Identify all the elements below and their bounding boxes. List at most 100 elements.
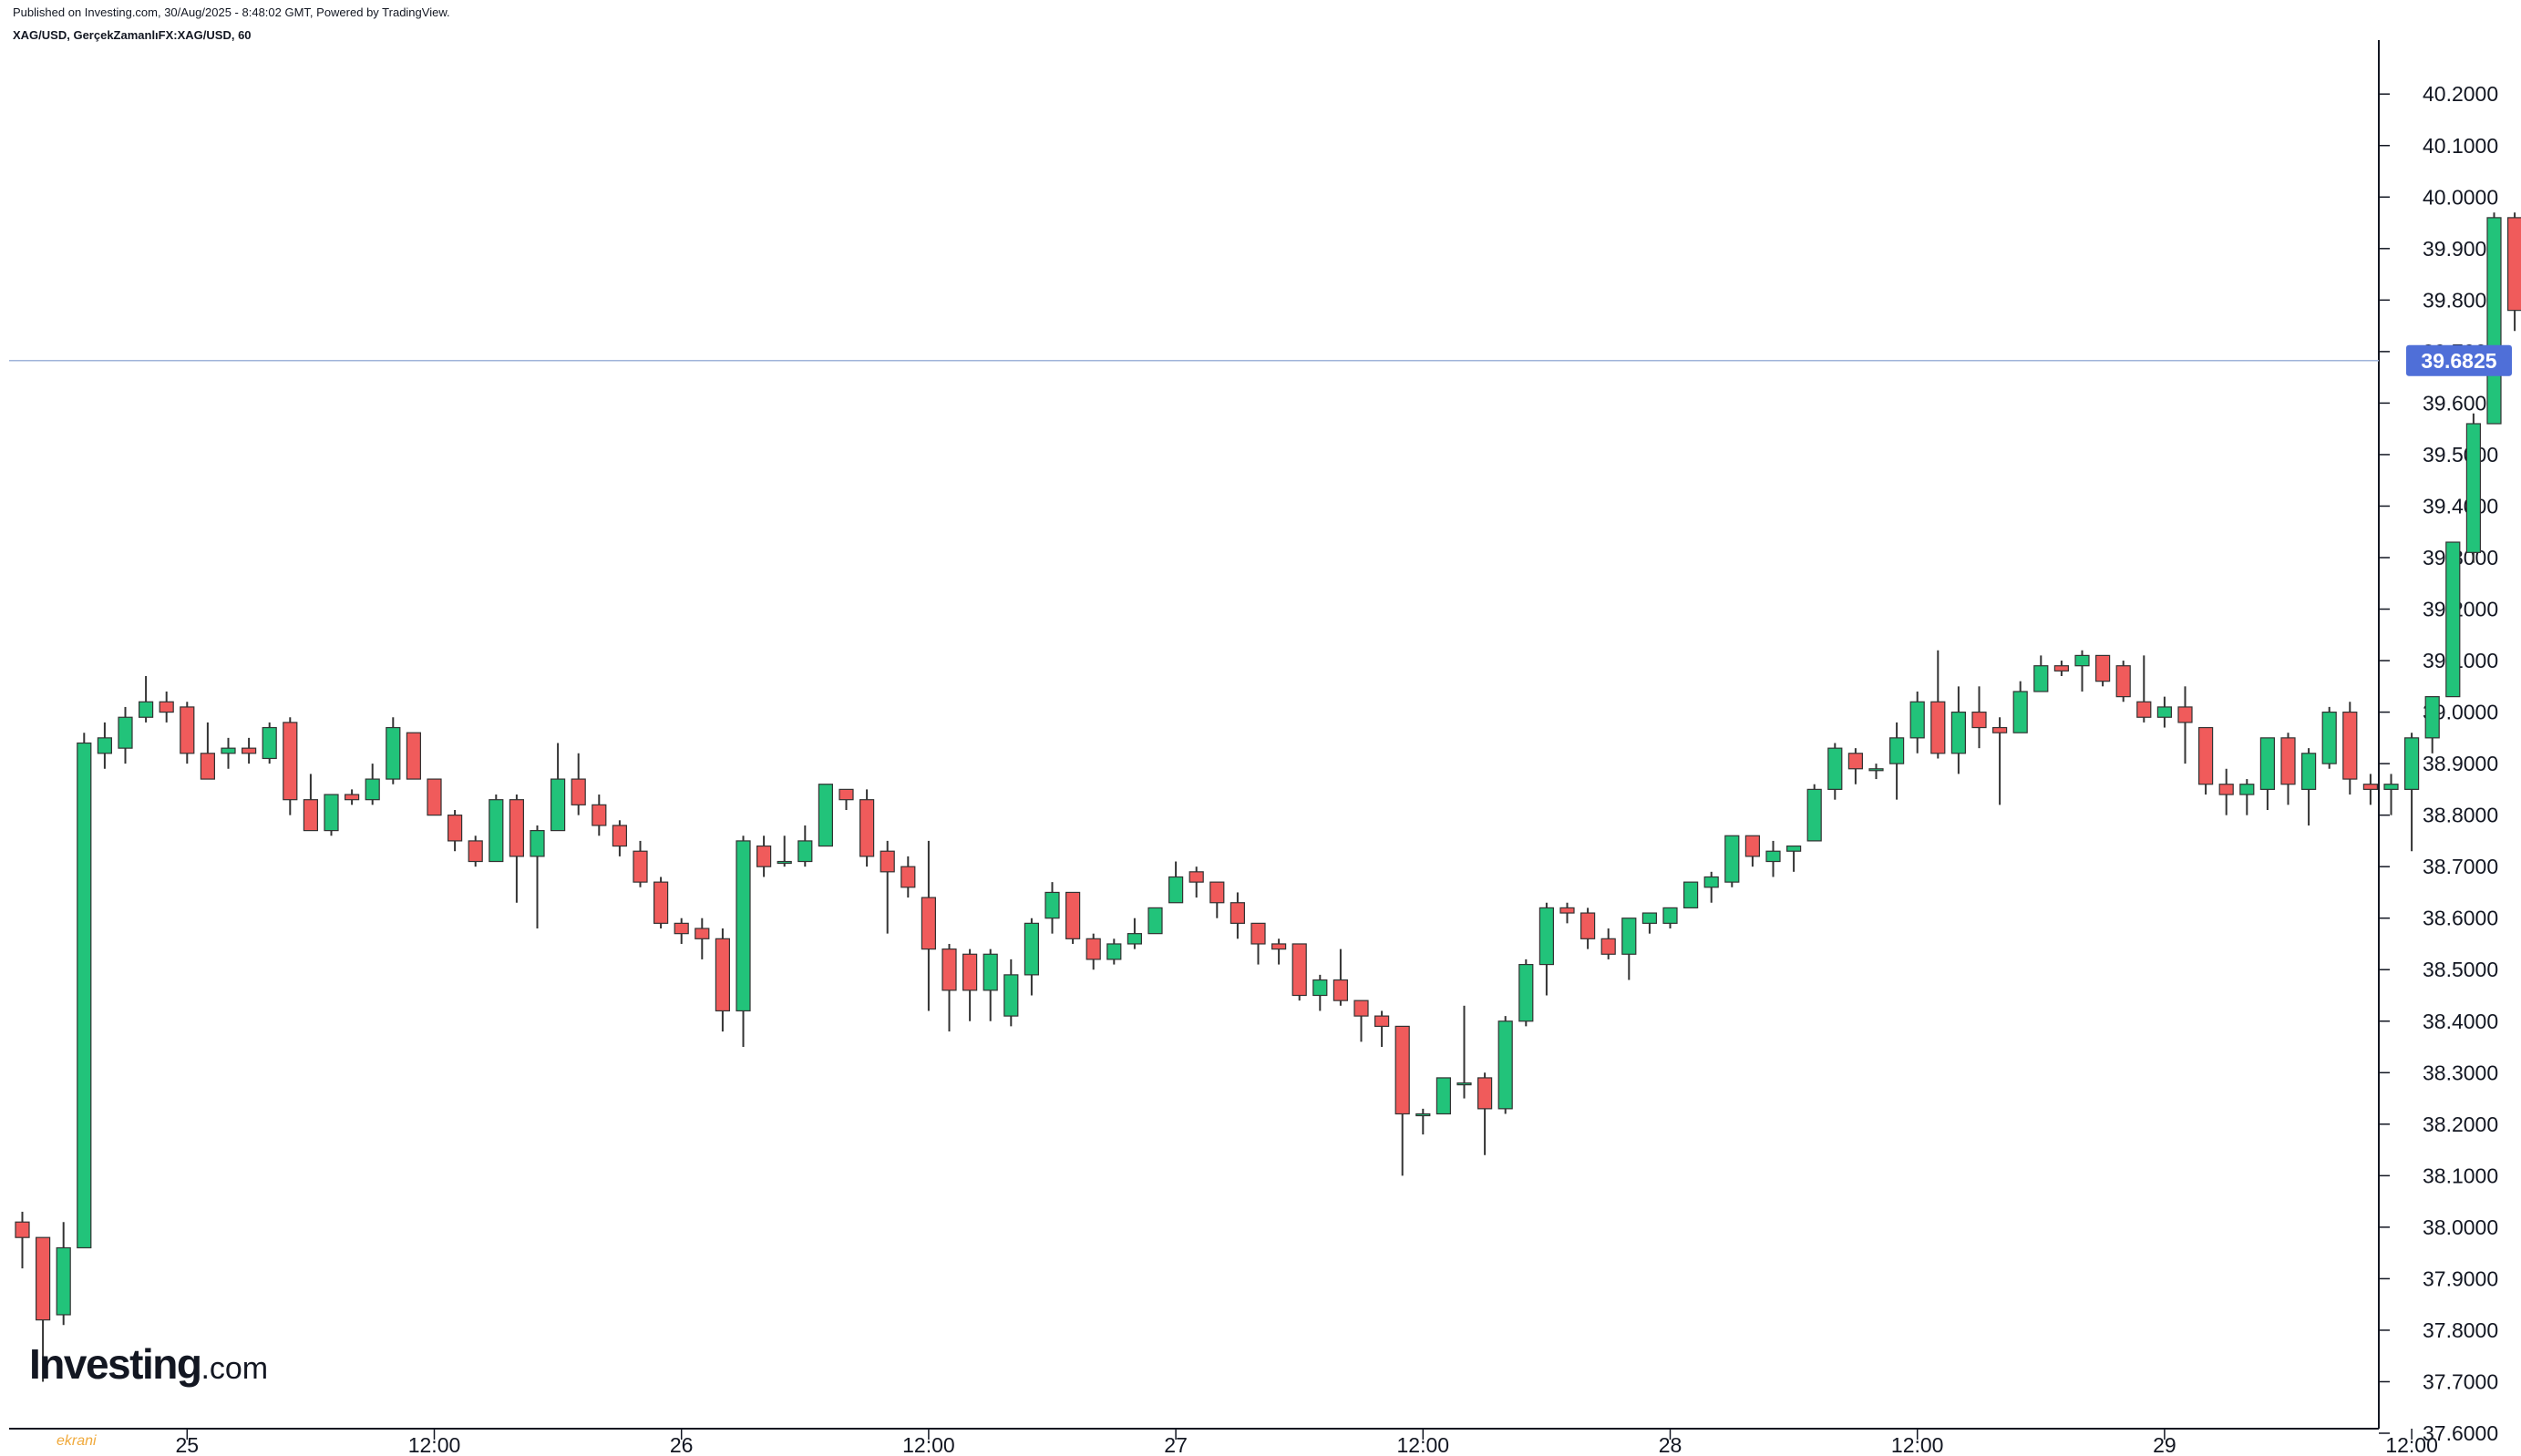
candle-body — [1435, 1077, 1452, 1115]
last-price-badge — [2406, 344, 2512, 376]
x-tick-label: 26 — [670, 1433, 694, 1456]
y-tick-label: 39.9000 — [2423, 237, 2498, 261]
candle-body — [262, 726, 277, 760]
candle-body — [1621, 918, 1637, 955]
y-tick-label: 37.7000 — [2423, 1369, 2498, 1393]
candle-body — [1353, 1000, 1369, 1017]
candle-body — [592, 804, 607, 826]
candle-body — [2445, 541, 2461, 698]
candle-body — [221, 747, 236, 754]
candle-body — [1744, 835, 1761, 857]
candle-body — [35, 1236, 51, 1321]
candle-body — [283, 722, 298, 801]
candle-body — [2177, 706, 2193, 723]
candle-body — [2342, 711, 2358, 780]
y-tick-label: 38.4000 — [2423, 1010, 2498, 1033]
y-tick-label: 38.7000 — [2423, 855, 2498, 878]
candle-body — [1456, 1082, 1472, 1086]
candle-body — [1394, 1025, 1410, 1115]
published-caption: Published on Investing.com, 30/Aug/2025 … — [13, 5, 450, 19]
x-tick-label: 28 — [1659, 1433, 1682, 1456]
candle-body — [1785, 845, 1802, 852]
candle-body — [612, 825, 628, 847]
y-tick-label: 37.9000 — [2423, 1266, 2498, 1290]
candle-body — [1703, 876, 1719, 888]
candle-body — [1415, 1113, 1431, 1117]
candle-body — [118, 716, 133, 749]
candle-body — [1291, 943, 1307, 997]
y-tick-label: 37.8000 — [2423, 1318, 2498, 1342]
y-tick-label: 38.5000 — [2423, 958, 2498, 981]
y-tick-label: 39.4000 — [2423, 494, 2498, 518]
candle-body — [1497, 1020, 1513, 1110]
candle-body — [1847, 753, 1864, 770]
candle-body — [303, 799, 318, 832]
candle-body — [2465, 423, 2481, 553]
candle-body — [797, 840, 813, 863]
candle-body — [386, 726, 401, 780]
y-tick-label: 39.2000 — [2423, 598, 2498, 621]
candle-body — [139, 701, 154, 718]
x-tick-label: 29 — [2153, 1433, 2176, 1456]
candle-body — [2259, 737, 2275, 790]
y-tick-label: 38.1000 — [2423, 1164, 2498, 1187]
y-tick-label: 38.0000 — [2423, 1215, 2498, 1239]
candle-body — [180, 706, 195, 754]
candle-body — [2280, 737, 2296, 785]
candle-body — [2136, 701, 2152, 718]
candle-body — [2362, 784, 2378, 790]
candle-body — [1271, 943, 1287, 950]
candle-body — [242, 747, 257, 754]
candle-body — [97, 737, 113, 754]
candle-body — [1147, 907, 1163, 935]
candle-body — [1889, 737, 1905, 764]
candle-body — [1333, 979, 1349, 1001]
y-tick-label: 39.8000 — [2423, 288, 2498, 312]
candle-body — [2156, 706, 2172, 718]
y-tick-label: 40.1000 — [2423, 134, 2498, 158]
candle-body — [1003, 974, 1019, 1017]
candle-body — [2115, 665, 2131, 698]
candle-body — [1044, 891, 1060, 919]
candle-body — [1641, 912, 1658, 924]
candle-body — [1930, 701, 1946, 754]
candle-body — [1250, 922, 1266, 945]
candle-body — [818, 784, 834, 847]
candle-body — [56, 1246, 71, 1316]
y-tick-label: 38.8000 — [2423, 804, 2498, 827]
candle-body — [777, 860, 792, 865]
y-tick-label: 38.6000 — [2423, 907, 2498, 930]
candle-body — [1312, 979, 1328, 997]
candle-body — [1106, 943, 1122, 960]
y-tick-label: 39.1000 — [2423, 649, 2498, 672]
candle-body — [1806, 788, 1822, 842]
candle-body — [756, 845, 772, 867]
candle-body — [1230, 902, 1246, 924]
candle-body — [1127, 933, 1143, 945]
investing-logo: Investing.com — [29, 1340, 269, 1388]
candle-body — [406, 732, 421, 780]
candle-body — [2095, 654, 2111, 682]
candle-body — [1682, 881, 1699, 908]
candle-body — [1188, 871, 1204, 883]
candle-body — [1168, 876, 1184, 904]
candle-body — [448, 815, 463, 842]
candle-body — [2053, 665, 2069, 672]
candle-body — [571, 778, 586, 805]
candle-body — [550, 778, 566, 832]
candle-body — [674, 922, 689, 935]
x-tick-label: 12:00 — [1397, 1433, 1450, 1456]
y-tick-label: 40.2000 — [2423, 82, 2498, 106]
candle-body — [1209, 881, 1225, 904]
candle-body — [983, 953, 998, 991]
candle-body — [2074, 654, 2090, 667]
candle-body — [653, 881, 669, 924]
candle-body — [1559, 907, 1575, 914]
candle-body — [2404, 737, 2420, 790]
candle-body — [1765, 850, 1781, 863]
candle-body — [1065, 891, 1081, 939]
candle-body — [509, 799, 525, 857]
symbol-caption: XAG/USD, GerçekZamanlıFX:XAG/USD, 60 — [13, 28, 252, 42]
candle-body — [2198, 726, 2214, 785]
